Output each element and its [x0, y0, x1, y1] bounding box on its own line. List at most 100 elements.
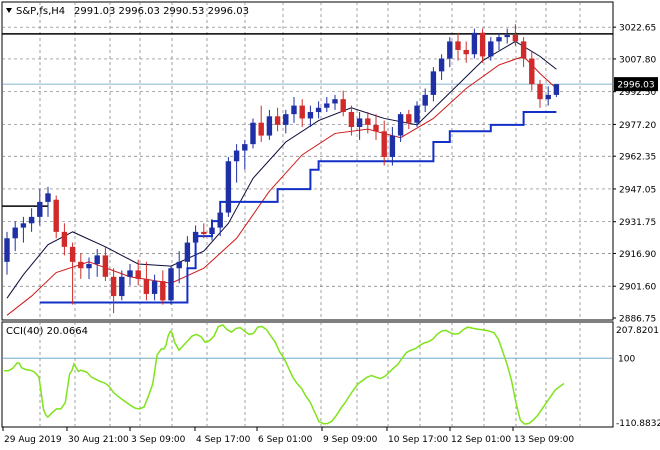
candle-bull: [127, 270, 133, 277]
time-axis: 29 Aug 2019 30 Aug 21:00 3 Sep 09:00 4 Sep …: [2, 427, 574, 445]
candle-bull: [184, 242, 191, 262]
candle-bear: [143, 278, 150, 294]
candle-bull: [447, 41, 453, 59]
candle-bear: [365, 118, 371, 125]
candle-bull: [94, 255, 100, 264]
time-tick-label: 9 Sep 09:00: [323, 435, 378, 445]
price-tick-label: 2977.20: [619, 121, 656, 131]
candle-bear: [274, 116, 281, 125]
time-tick-label: 3 Sep 09:00: [131, 435, 186, 445]
price-tag-value: 2996.03: [617, 81, 654, 91]
price-tick-label: 2931.75: [619, 218, 656, 228]
time-tick-label: 4 Sep 17:00: [196, 435, 251, 445]
candle-bull: [414, 105, 420, 123]
candle-bull: [233, 150, 240, 162]
dropdown-triangle-icon[interactable]: [6, 8, 12, 13]
time-tick-label: 12 Sep 01:00: [451, 435, 511, 445]
cci-level-label: 100: [618, 355, 635, 365]
candle-bull: [422, 94, 428, 106]
price-tick-label: 2901.60: [619, 283, 656, 293]
candle-bull: [119, 276, 125, 297]
price-tick-label: 2947.05: [619, 185, 656, 195]
candle-bull: [430, 71, 437, 95]
candle-bull: [250, 122, 256, 145]
candle-bear: [520, 41, 527, 59]
price-pane-frame: [1, 1, 614, 321]
candle-bull: [504, 34, 510, 38]
candle-bull: [496, 37, 502, 42]
candle-bull: [20, 223, 27, 228]
candle-bear: [373, 124, 379, 132]
price-tick-label: 3022.65: [619, 24, 656, 34]
price-axis: 3022.65 3007.80 2992.50 2977.20 2962.35 2947.…: [613, 24, 656, 325]
price-tick-label: 2962.35: [619, 153, 656, 163]
candle-bear: [69, 246, 76, 262]
candle-bull: [192, 231, 199, 243]
candle-bear: [102, 255, 109, 277]
price-tick-label: 2886.75: [619, 315, 656, 325]
candle-bear: [512, 34, 519, 42]
candle-bear: [78, 261, 84, 269]
candle-bull: [12, 227, 18, 239]
candle-bear: [455, 41, 461, 50]
price-tag: 2996.03: [614, 77, 658, 92]
moving-average-fast: [6, 40, 557, 299]
candle-bear: [381, 131, 387, 157]
candle-bull: [315, 107, 322, 113]
candle-bull: [242, 144, 248, 151]
price-tick-label: 3007.80: [619, 55, 656, 65]
time-tick-label: 13 Sep 09:00: [514, 435, 574, 445]
support-step-line: [39, 111, 557, 304]
candle-bear: [135, 270, 141, 279]
candle-bull: [45, 193, 51, 202]
candle-bear: [479, 32, 486, 57]
price-tick-label: 2992.50: [619, 88, 656, 98]
ohlc-readout: 2991.03 2996.03 2990.53 2996.03: [74, 6, 249, 17]
candle-bull: [4, 238, 10, 262]
candle-bull: [356, 118, 363, 128]
symbol-label: S&P,fs,H4: [16, 6, 65, 17]
candle-bull: [545, 94, 551, 100]
candle-bull: [168, 268, 174, 301]
cci-pane-frame: [1, 321, 614, 428]
candle-bull: [332, 99, 338, 104]
candle-bull: [324, 103, 330, 108]
candles: [4, 24, 560, 314]
candle-bull: [397, 114, 404, 136]
cci-indicator: [4, 324, 565, 425]
candle-bear: [201, 231, 207, 235]
candle-bull: [283, 114, 289, 125]
candle-bull: [438, 58, 445, 72]
candle-bear: [463, 49, 469, 55]
time-tick-label: 10 Sep 17:00: [388, 435, 448, 445]
candle-bull: [209, 227, 215, 235]
candle-bear: [348, 112, 355, 128]
cci-line: [4, 324, 565, 425]
candle-bull: [266, 116, 273, 136]
candle-bear: [299, 105, 305, 119]
candle-bull: [217, 212, 223, 228]
candle-bull: [86, 263, 92, 269]
candle-bear: [160, 281, 166, 301]
candle-bear: [61, 231, 68, 247]
time-tick-label: 30 Aug 21:00: [68, 435, 129, 445]
candle-bear: [529, 58, 535, 85]
candle-bull: [389, 135, 396, 157]
candle-bull: [28, 216, 35, 224]
candle-bull: [307, 112, 314, 119]
candle-bull: [553, 84, 560, 95]
candle-bear: [406, 114, 412, 123]
candle-bull: [37, 201, 43, 217]
time-tick-label: 29 Aug 2019: [4, 435, 62, 445]
cci-bottom-label: -110.8832: [616, 419, 660, 429]
candle-bear: [258, 122, 264, 136]
candle-bear: [110, 276, 117, 297]
candle-bull: [488, 41, 494, 57]
time-tick-label: 6 Sep 01:00: [258, 435, 313, 445]
candle-bear: [340, 99, 346, 113]
candle-bull: [176, 261, 182, 269]
candle-bear: [537, 84, 543, 100]
candle-bear: [53, 199, 59, 232]
